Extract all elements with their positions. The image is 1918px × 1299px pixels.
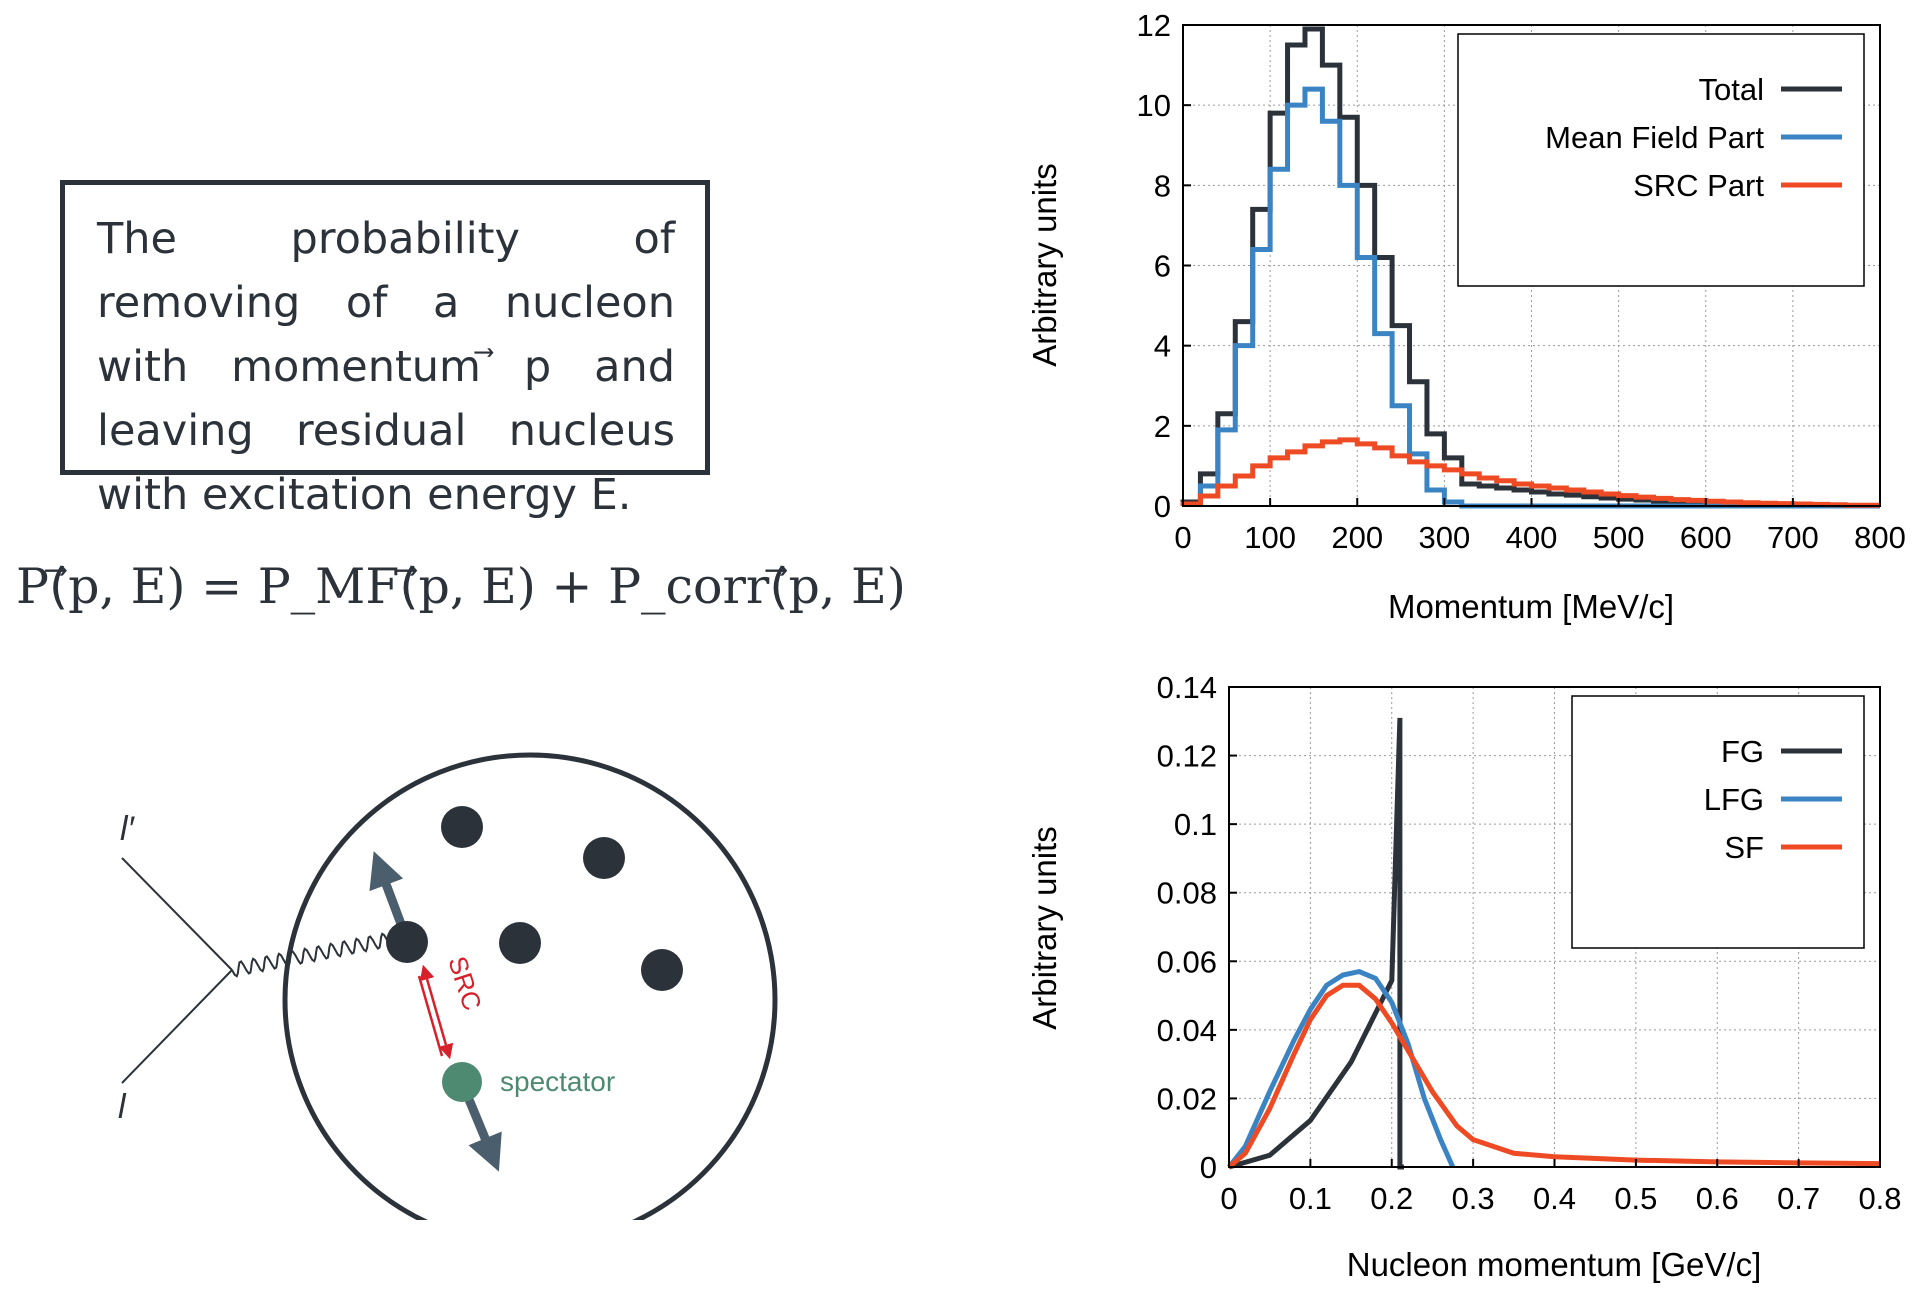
chart1-y-label: Arbitrary units xyxy=(1026,163,1063,367)
series-fg-line xyxy=(1228,717,1404,1170)
legend-label: SRC Part xyxy=(1633,168,1764,203)
photon-propagator xyxy=(231,932,388,978)
legend-label: SF xyxy=(1724,830,1764,865)
description-text: The probability of removing of a nucleon… xyxy=(97,214,675,520)
y-tick-label: 0.06 xyxy=(1157,944,1217,979)
y-tick-label: 4 xyxy=(1154,329,1171,364)
x-tick-label: 600 xyxy=(1680,520,1732,555)
legend-label: LFG xyxy=(1704,782,1764,817)
chart1-x-label: Momentum [MeV/c] xyxy=(1388,588,1674,625)
chart2-lines xyxy=(1227,717,1881,1170)
series-sf-line xyxy=(1227,982,1881,1169)
chart2-legend: FG LFG SF xyxy=(1571,695,1865,949)
y-tick-label: 0 xyxy=(1154,489,1171,524)
src-arrow-2 xyxy=(417,975,444,1057)
struck-nucleon xyxy=(386,921,428,963)
formula: P(⃗p, E) = P_MF(⃗p, E) + P_corr(⃗p, E) xyxy=(16,558,906,615)
y-tick-label: 10 xyxy=(1137,88,1171,123)
x-tick-label: 100 xyxy=(1244,520,1296,555)
x-tick-label: 0.8 xyxy=(1858,1181,1901,1216)
src-arrow xyxy=(419,964,454,1060)
lepton-out-line xyxy=(121,857,233,971)
chart1-legend: Total Mean Field Part SRC Part xyxy=(1457,33,1865,287)
lepton-in-label: l xyxy=(118,1088,127,1126)
legend-label: Total xyxy=(1699,72,1764,107)
nucleon-momentum-chart: 0 0.1 0.2 0.3 0.4 0.5 0.6 0.7 0.8 0 0.02 0.04 0.06 0.… xyxy=(1026,670,1902,1283)
x-tick-label: 0 xyxy=(1220,1181,1237,1216)
legend-box xyxy=(1457,33,1865,287)
x-tick-label: 400 xyxy=(1506,520,1558,555)
spectator-nucleon xyxy=(442,1062,482,1102)
nucleus-circle xyxy=(282,752,778,1220)
x-tick-label: 500 xyxy=(1593,520,1645,555)
x-tick-label: 0.4 xyxy=(1533,1181,1576,1216)
y-tick-label: 6 xyxy=(1154,249,1171,284)
x-tick-label: 0.2 xyxy=(1370,1181,1413,1216)
x-tick-label: 0.3 xyxy=(1452,1181,1495,1216)
x-tick-label: 0 xyxy=(1174,520,1191,555)
x-tick-label: 0.5 xyxy=(1614,1181,1657,1216)
nucleus-diagram: l′ l SRC spectator xyxy=(118,752,778,1220)
chart2-ticks: 0 0.1 0.2 0.3 0.4 0.5 0.6 0.7 0.8 0 0.02 0.04 0.06 0.… xyxy=(1157,670,1902,1216)
series-src-part-line xyxy=(1180,437,1880,508)
y-tick-label: 8 xyxy=(1154,168,1171,203)
x-tick-label: 300 xyxy=(1419,520,1471,555)
y-tick-label: 0.02 xyxy=(1157,1081,1217,1116)
y-tick-label: 2 xyxy=(1154,409,1171,444)
x-tick-label: 0.1 xyxy=(1289,1181,1332,1216)
momentum-histogram: 0 100 200 300 400 500 600 700 800 0 2 4 6 8 10 12 Momen… xyxy=(1026,8,1906,625)
src-label: SRC xyxy=(442,953,487,1014)
lepton-in-line xyxy=(121,969,233,1084)
chart2-x-label: Nucleon momentum [GeV/c] xyxy=(1347,1246,1762,1283)
x-tick-label: 0.6 xyxy=(1696,1181,1739,1216)
y-tick-label: 0 xyxy=(1200,1150,1217,1185)
y-tick-label: 0.08 xyxy=(1157,876,1217,911)
y-tick-label: 0.14 xyxy=(1157,670,1217,705)
y-tick-label: 0.12 xyxy=(1157,739,1217,774)
lepton-out-label: l′ xyxy=(120,810,136,848)
description-box: The probability of removing of a nucleon… xyxy=(60,180,710,520)
nucleon xyxy=(499,922,541,964)
x-tick-label: 200 xyxy=(1331,520,1383,555)
legend-box xyxy=(1571,695,1865,949)
x-tick-label: 700 xyxy=(1767,520,1819,555)
nucleon xyxy=(641,949,683,991)
series-lfg-line xyxy=(1227,968,1456,1169)
y-tick-label: 12 xyxy=(1137,8,1171,43)
nucleon xyxy=(441,806,483,848)
y-tick-label: 0.04 xyxy=(1157,1013,1217,1048)
legend-label: FG xyxy=(1721,734,1764,769)
chart2-y-label: Arbitrary units xyxy=(1026,826,1063,1030)
spectator-label: spectator xyxy=(500,1066,615,1097)
chart1-ticks: 0 100 200 300 400 500 600 700 800 0 2 4 6 8 10 12 xyxy=(1137,8,1906,555)
legend-label: Mean Field Part xyxy=(1545,120,1764,155)
y-tick-label: 0.1 xyxy=(1174,807,1217,842)
x-tick-label: 0.7 xyxy=(1777,1181,1820,1216)
x-tick-label: 800 xyxy=(1854,520,1906,555)
nucleon xyxy=(583,837,625,879)
